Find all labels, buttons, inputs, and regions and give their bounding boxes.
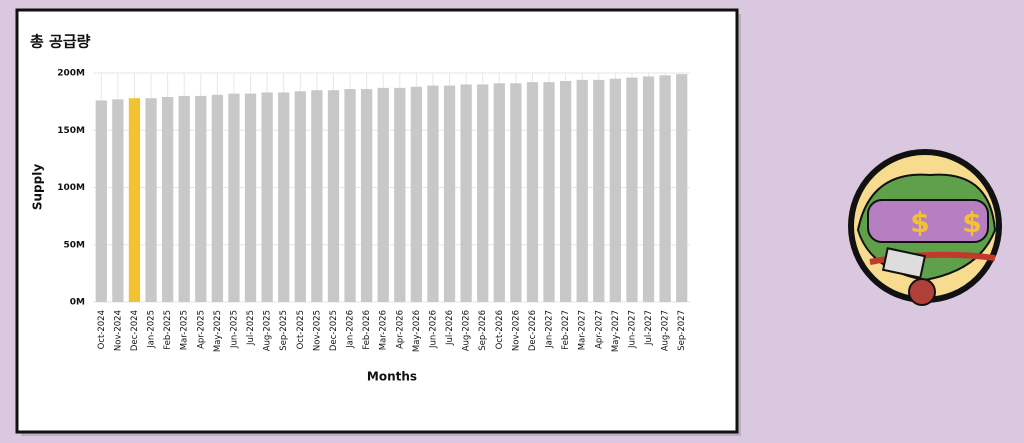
x-tick-label: Dec-2026 [528, 310, 538, 351]
x-tick-label: Jan-2025 [147, 310, 157, 349]
x-tick-label: Feb-2025 [163, 310, 173, 350]
x-tick-label: Mar-2027 [578, 310, 588, 350]
bar [278, 92, 290, 302]
bar [576, 79, 588, 303]
bar [676, 74, 688, 303]
x-tick-label: May-2025 [213, 310, 223, 352]
bar [526, 82, 539, 302]
y-tick-label: 0M [70, 298, 85, 308]
x-tick-label: Mar-2026 [379, 310, 389, 350]
x-tick-label: Jan-2026 [346, 310, 356, 349]
x-tick-label: Jul-2026 [445, 310, 455, 346]
bar [261, 92, 273, 302]
bar [493, 83, 505, 303]
x-tick-label: Feb-2027 [561, 310, 571, 350]
x-tick-label: Jun-2025 [229, 310, 239, 349]
bar [161, 97, 174, 302]
bar [410, 86, 423, 303]
bar [460, 84, 472, 302]
bar [543, 82, 555, 302]
y-tick-label: 50M [64, 240, 86, 250]
x-tick-label: May-2027 [611, 310, 621, 352]
bar [195, 95, 207, 303]
bar [642, 76, 655, 302]
x-tick-label: Jun-2026 [428, 310, 438, 349]
bar [626, 77, 638, 302]
bar [327, 90, 340, 302]
bar [360, 89, 373, 302]
x-tick-label: Dec-2024 [130, 310, 140, 351]
y-tick-label: 150M [57, 126, 85, 136]
bar [211, 94, 224, 302]
y-tick-label: 100M [57, 183, 85, 193]
x-tick-label: Nov-2026 [511, 310, 521, 351]
bar [311, 90, 323, 302]
bar [443, 85, 456, 302]
bar [178, 95, 190, 303]
bar [95, 100, 107, 302]
bar [593, 79, 605, 303]
bar [559, 81, 572, 302]
x-tick-label: Aug-2027 [661, 310, 671, 351]
x-tick-label: Jul-2027 [644, 310, 654, 346]
bar [659, 75, 671, 302]
dollar-right: $ [962, 206, 981, 239]
x-tick-label: Nov-2025 [312, 310, 322, 351]
y-tick-label: 200M [57, 69, 85, 79]
x-tick-label: Apr-2025 [196, 310, 206, 349]
x-axis-label: Months [367, 370, 417, 384]
y-axis-label: Supply [31, 164, 45, 210]
x-tick-label: Oct-2026 [495, 310, 505, 349]
mouth [869, 251, 996, 265]
x-tick-label: Nov-2024 [113, 310, 123, 351]
x-tick-label: Jun-2027 [627, 310, 637, 349]
x-tick-label: Jul-2025 [246, 310, 256, 346]
bar [244, 93, 257, 302]
x-tick-label: Sep-2026 [478, 310, 488, 351]
bar [112, 99, 124, 303]
bar [510, 83, 522, 303]
x-tick-label: Mar-2025 [180, 310, 190, 350]
x-tick-label: Oct-2024 [97, 310, 107, 349]
bar [394, 87, 406, 302]
avatar: $ $ [848, 149, 1002, 306]
cookie [908, 278, 936, 306]
x-tick-label: Oct-2025 [296, 310, 306, 349]
bar [427, 85, 439, 302]
glasses [867, 199, 989, 243]
x-tick-label: Aug-2026 [462, 310, 472, 351]
chart-title: 총 공급량 [30, 33, 91, 51]
x-tick-label: Aug-2025 [263, 310, 273, 351]
plot: 0M 50M 100M 150M 200M Oct-2024 Nov-2024 Dec-202… [57, 69, 690, 352]
bar [477, 84, 489, 302]
x-tick-label: Sep-2027 [677, 310, 687, 351]
bar [228, 93, 240, 302]
bar [145, 98, 157, 302]
x-tick-label: May-2026 [412, 310, 422, 352]
x-tick-label: Apr-2027 [594, 310, 604, 349]
bar [609, 78, 622, 302]
x-tick-label: Jan-2027 [545, 310, 555, 349]
x-tick-label: Apr-2026 [395, 310, 405, 349]
bar [294, 91, 306, 302]
x-tick-label: Dec-2025 [329, 310, 339, 351]
cash [881, 247, 927, 279]
dollar-left: $ [910, 206, 929, 239]
bar [377, 87, 389, 302]
x-tick-label: Sep-2025 [279, 310, 289, 351]
bar [344, 89, 356, 302]
bar [128, 98, 141, 302]
x-tick-label: Feb-2026 [362, 310, 372, 350]
